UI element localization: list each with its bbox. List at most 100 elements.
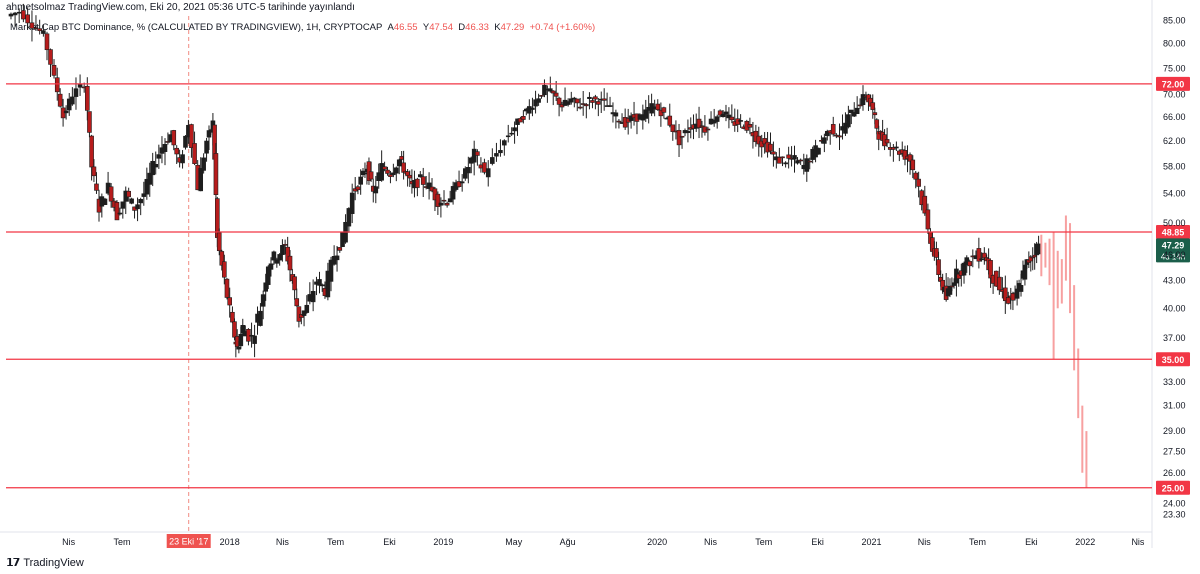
candle-down (884, 139, 890, 144)
candle-down (21, 10, 26, 20)
candle-down (54, 77, 60, 93)
legend-change: +0.74 (+1.60%) (529, 22, 596, 33)
candle-up (860, 94, 866, 106)
candle-down (385, 169, 390, 174)
candle-down (667, 115, 673, 126)
candle-down (922, 195, 928, 214)
candle-down (518, 118, 523, 123)
candle-down (837, 135, 842, 138)
candle-up (509, 132, 514, 135)
candle-up (485, 168, 491, 178)
candle-up (822, 137, 827, 144)
candle-up (238, 333, 244, 347)
candle-down (1032, 254, 1037, 258)
candle-down (553, 92, 559, 97)
candle-down (798, 159, 803, 162)
candle-up (346, 208, 352, 227)
candle-up (393, 167, 399, 174)
candle-down (29, 22, 35, 29)
candle-up (379, 163, 384, 181)
candle-up (720, 113, 726, 118)
legend-open-label: A (387, 22, 394, 33)
x-tick-label: Nis (918, 537, 931, 547)
candle-up (391, 172, 396, 176)
candle-down (717, 110, 723, 116)
legend-low: 46.33 (465, 22, 489, 33)
legend-open: 46.55 (393, 22, 418, 33)
x-tick-label: Eki (811, 537, 824, 547)
candle-down (224, 278, 230, 298)
candle-down (287, 255, 293, 271)
candle-up (162, 144, 168, 152)
candle-up (804, 158, 810, 172)
candle-down (747, 124, 753, 128)
candle-up (568, 98, 574, 103)
candle-down (539, 95, 544, 97)
legend-low-label: D (458, 22, 466, 33)
level-label: 25.00 (1162, 483, 1185, 493)
candle-up (587, 96, 592, 99)
y-tick-label: 50.00 (1163, 218, 1186, 228)
candle-down (771, 151, 776, 155)
candle-up (271, 251, 277, 261)
candle-up (607, 105, 613, 107)
x-tick-label: Tem (755, 537, 772, 547)
candle-up (153, 164, 159, 168)
crosshair-time-label: 23 Eki '17 (169, 537, 208, 547)
candle-up (447, 198, 453, 203)
candle-down (670, 124, 676, 132)
candle-down (189, 124, 194, 149)
candle-down (91, 166, 97, 177)
candle-down (729, 116, 735, 121)
y-tick-label: 27.50 (1163, 446, 1186, 456)
y-tick-label: 62.00 (1163, 136, 1186, 146)
candle-up (304, 304, 310, 313)
candle-up (505, 135, 511, 138)
candle-down (696, 118, 702, 129)
candle-down (368, 171, 374, 180)
level-label-bg (1156, 76, 1190, 91)
candle-down (444, 202, 450, 206)
candle-down (337, 247, 343, 251)
candle-down (57, 93, 63, 107)
candle-up (894, 146, 899, 149)
candle-up (643, 109, 649, 119)
x-tick-label: Eki (383, 537, 396, 547)
candle-down (916, 178, 921, 187)
candle-up (144, 178, 150, 195)
candle-up (572, 97, 577, 100)
candle-down (299, 314, 304, 318)
candle-up (331, 256, 337, 265)
candle-up (854, 107, 860, 115)
candle-down (907, 154, 913, 162)
x-tick-label: Nis (704, 537, 717, 547)
candle-up (685, 130, 691, 134)
candle-down (219, 251, 225, 266)
crosshair-time-label-bg (166, 534, 211, 548)
y-tick-label: 40.00 (1163, 303, 1186, 313)
y-tick-label: 75.00 (1163, 63, 1186, 73)
candle-up (979, 258, 984, 261)
x-tick-label: Nis (1131, 537, 1144, 547)
x-tick-label: Tem (113, 537, 130, 547)
candle-down (25, 14, 30, 24)
legend-high: 47.54 (429, 22, 453, 33)
candle-down (956, 273, 962, 279)
last-price-label: 47.29 (1162, 240, 1185, 250)
candle-down (230, 311, 235, 323)
tradingview-footer[interactable]: 𝟭𝟳 TradingView (6, 556, 84, 570)
candle-up (738, 120, 743, 122)
y-tick-label: 58.00 (1163, 161, 1186, 171)
candle-up (325, 270, 331, 298)
x-tick-label: 2018 (220, 537, 240, 547)
candle-up (183, 135, 188, 148)
candle-down (1010, 293, 1016, 301)
candle-down (1003, 287, 1008, 302)
candles-layer (8, 3, 1088, 488)
candle-down (441, 199, 447, 202)
candle-down (857, 104, 863, 107)
candle-up (265, 266, 271, 285)
legend-symbol: Market Cap BTC Dominance, % (CALCULATED … (10, 22, 383, 33)
y-tick-label: 46.00 (1163, 250, 1186, 260)
